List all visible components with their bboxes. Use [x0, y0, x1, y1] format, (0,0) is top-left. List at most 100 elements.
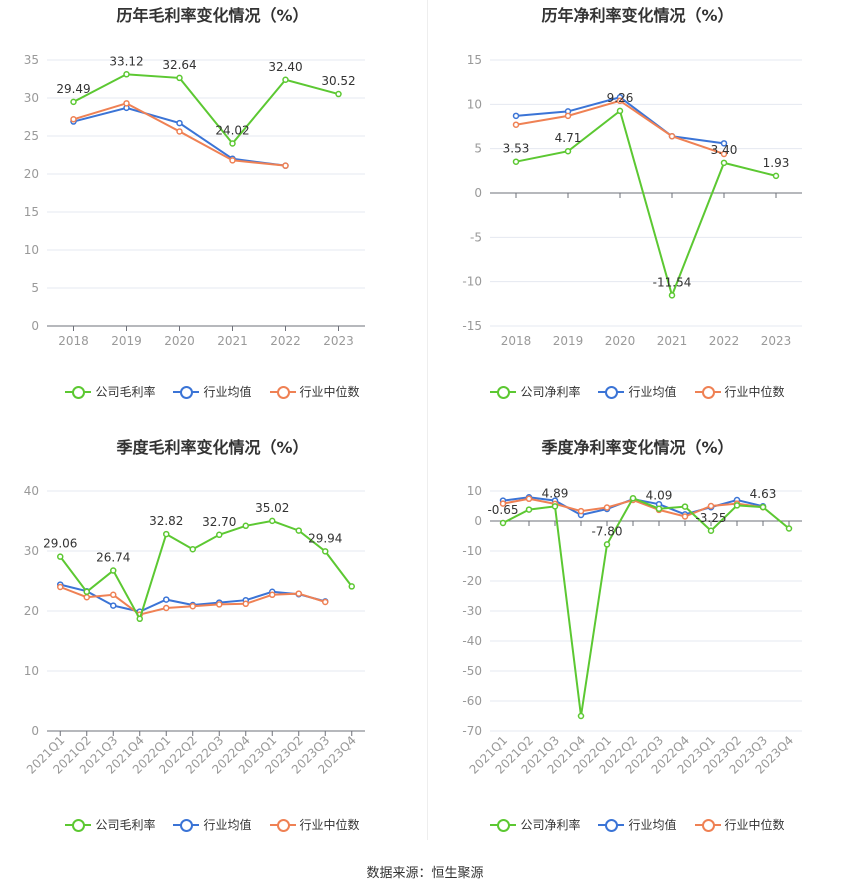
- data-label: -11.54: [653, 275, 692, 289]
- chart-panel-quarterly-net-margin: 季度净利率变化情况（%） -70 -60 -50 -40 -30 -20 -10 0 10 202…: [425, 432, 850, 862]
- data-point-median: [282, 162, 289, 169]
- legend-item-median[interactable]: 行业中位数: [269, 383, 360, 400]
- y-tick-label: -5: [470, 230, 482, 244]
- data-point-company: [720, 159, 728, 167]
- data-point-avg: [163, 596, 170, 603]
- data-label: 4.63: [750, 487, 777, 501]
- legend-swatch-icon: [269, 818, 296, 832]
- data-point-company: [295, 527, 302, 534]
- chart-panel-quarterly-gross-margin: 季度毛利率变化情况（%） 0 10 20 30 40 2021Q1 2021Q2 2021Q3…: [0, 432, 425, 862]
- data-point-median: [322, 598, 329, 606]
- legend-swatch-icon: [65, 385, 92, 399]
- data-point-company: [512, 158, 520, 165]
- data-point-company: [269, 517, 276, 525]
- legend: 公司毛利率 行业均值 行业中位数: [0, 816, 425, 833]
- data-point-company: [189, 545, 196, 553]
- series-line-median: [59, 586, 326, 616]
- data-point-company: [348, 583, 355, 590]
- x-tick-label: 2020: [605, 334, 636, 348]
- legend-label: 公司净利率: [520, 385, 581, 399]
- legend-item-avg[interactable]: 行业均值: [598, 383, 677, 400]
- data-point-avg: [110, 602, 117, 609]
- y-tick-label: -70: [462, 724, 482, 738]
- chart-panel-annual-gross-margin: 历年毛利率变化情况（%） 0 5 10 15 20 25 30 35 2018 2019 2020 2…: [0, 0, 425, 430]
- legend-swatch-icon: [173, 818, 200, 832]
- y-tick-label: 20: [24, 604, 39, 618]
- data-point-median: [163, 604, 170, 612]
- data-point-median: [525, 495, 533, 503]
- data-point-company: [603, 541, 611, 548]
- data-point-median: [83, 593, 90, 601]
- data-point-company: [176, 74, 183, 82]
- data-point-company: [759, 503, 767, 511]
- legend-item-company[interactable]: 公司净利率: [490, 383, 580, 400]
- data-point-company: [707, 527, 715, 534]
- data-point-median: [269, 591, 276, 599]
- series-line-company: [73, 73, 339, 146]
- data-point-median: [616, 97, 624, 105]
- data-point-median: [603, 504, 611, 511]
- data-source-note: 数据来源：恒生聚源: [366, 866, 484, 881]
- data-point-median: [512, 121, 520, 128]
- legend: 公司净利率 行业均值 行业中位数: [425, 816, 850, 833]
- series-line-company: [502, 496, 790, 717]
- data-point-company: [57, 553, 64, 560]
- data-point-avg: [176, 119, 183, 127]
- data-label: 26.74: [96, 551, 130, 565]
- y-tick-label: 30: [24, 91, 39, 105]
- data-point-company: [83, 588, 90, 596]
- legend-item-company[interactable]: 公司毛利率: [65, 383, 155, 400]
- legend-item-avg[interactable]: 行业均值: [598, 816, 677, 833]
- data-label: 9.26: [607, 91, 634, 105]
- data-point-median: [668, 133, 676, 140]
- y-tick-label: 35: [24, 53, 39, 67]
- y-tick-label: 0: [31, 724, 39, 738]
- data-point-company: [322, 548, 329, 555]
- data-point-company: [499, 519, 507, 527]
- y-tick-label: 5: [474, 142, 482, 156]
- legend-item-company[interactable]: 公司净利率: [490, 816, 580, 833]
- legend-swatch-icon: [694, 818, 721, 832]
- legend-item-median[interactable]: 行业中位数: [694, 383, 785, 400]
- chart-title: 历年毛利率变化情况（%）: [116, 6, 309, 25]
- y-tick-label: 15: [24, 205, 39, 219]
- y-tick-label: -15: [462, 319, 482, 333]
- data-point-company: [772, 172, 780, 180]
- x-tick-label: 2023: [761, 334, 792, 348]
- data-label: 3.40: [711, 143, 738, 157]
- legend-item-median[interactable]: 行业中位数: [694, 816, 785, 833]
- y-tick-label: 10: [24, 664, 39, 678]
- data-label: 32.70: [202, 515, 236, 529]
- panel-divider: [427, 0, 428, 840]
- legend-item-avg[interactable]: 行业均值: [173, 816, 252, 833]
- legend-label: 公司净利率: [520, 818, 581, 832]
- legend-label: 公司毛利率: [95, 385, 156, 399]
- data-point-median: [720, 150, 728, 158]
- data-point-median: [564, 112, 572, 120]
- data-point-median: [499, 500, 507, 507]
- y-tick-label: 5: [31, 281, 39, 295]
- y-tick-label: -20: [462, 574, 482, 588]
- data-point-company: [216, 531, 223, 539]
- legend-item-company[interactable]: 公司毛利率: [65, 816, 155, 833]
- y-tick-label: 10: [24, 243, 39, 257]
- data-point-median: [295, 590, 302, 597]
- chart-plot: -15 -10 -5 0 5 10 15 2018 2019 2020 2021 2022 2023 3.…: [462, 53, 802, 348]
- data-label: 29.49: [56, 82, 90, 96]
- y-tick-label: 0: [474, 514, 482, 528]
- legend-label: 行业均值: [203, 818, 252, 832]
- data-point-company: [551, 503, 559, 510]
- data-point-median: [123, 100, 130, 107]
- x-tick-label: 2018: [501, 334, 532, 348]
- y-tick-label: -10: [462, 544, 482, 558]
- series-line-company: [59, 519, 353, 622]
- data-label: 3.53: [503, 142, 530, 156]
- legend-label: 行业中位数: [724, 818, 785, 832]
- legend-swatch-icon: [490, 385, 517, 399]
- data-point-median: [707, 502, 715, 510]
- legend-item-avg[interactable]: 行业均值: [173, 383, 252, 400]
- legend-label: 行业中位数: [299, 818, 360, 832]
- data-label: -0.65: [487, 503, 518, 517]
- legend-item-median[interactable]: 行业中位数: [269, 816, 360, 833]
- data-label: 29.06: [43, 537, 77, 551]
